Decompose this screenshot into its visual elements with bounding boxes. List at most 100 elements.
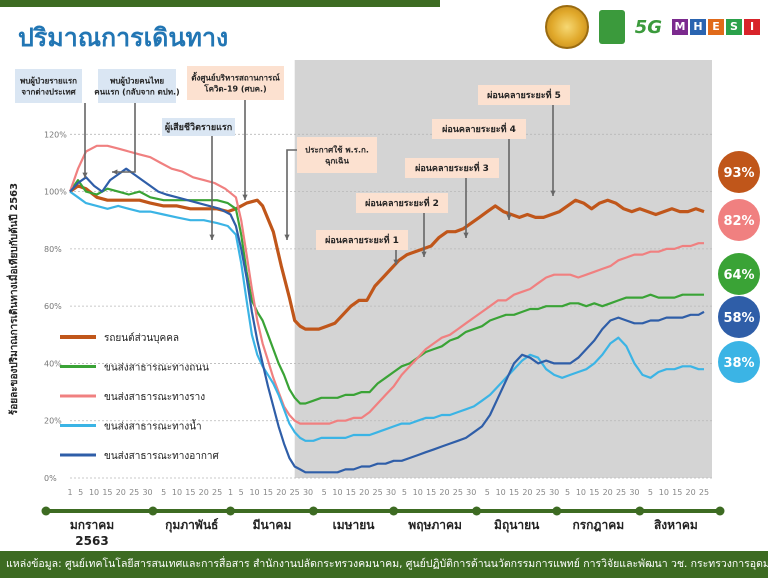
month-divider-dot bbox=[635, 506, 645, 516]
event-callout-text: โควิด-19 (ศบค.) bbox=[203, 84, 266, 94]
x-tick-label: 20 bbox=[686, 488, 696, 497]
x-tick-label: 5 bbox=[78, 488, 83, 497]
month-label: มีนาคม bbox=[253, 518, 292, 532]
series-line bbox=[68, 144, 704, 425]
x-tick-label: 15 bbox=[263, 488, 273, 497]
month-divider-dot bbox=[389, 506, 399, 516]
x-tick-label: 1 bbox=[67, 488, 72, 497]
event-arrow-head bbox=[393, 259, 399, 265]
event-callout-text: ฉุกเฉิน bbox=[325, 157, 349, 167]
x-tick-label: 25 bbox=[453, 488, 463, 497]
event-callout-text: ผู้เสียชีวิตรายแรก bbox=[165, 122, 232, 133]
y-tick-label: 100% bbox=[44, 188, 67, 197]
x-tick-label: 15 bbox=[589, 488, 599, 497]
event-callout-text: ผ่อนคลายระยะที่ 3 bbox=[415, 161, 489, 174]
series-line bbox=[69, 184, 705, 331]
x-tick-label: 20 bbox=[276, 488, 286, 497]
event-callout-box bbox=[478, 85, 570, 105]
event-arrow-head bbox=[112, 169, 118, 175]
y-tick-label: 0% bbox=[44, 474, 57, 483]
legend-label: ขนส่งสาธารณะทางน้ำ bbox=[104, 419, 202, 433]
x-tick-label: 30 bbox=[303, 488, 313, 497]
event-arrow-head bbox=[550, 190, 556, 196]
x-tick-label: 30 bbox=[466, 488, 476, 497]
y-tick-label: 60% bbox=[44, 302, 62, 311]
x-tick-label: 15 bbox=[509, 488, 519, 497]
event-arrow-head bbox=[284, 234, 290, 240]
x-tick-label: 25 bbox=[699, 488, 709, 497]
month-label: พฤษภาคม bbox=[408, 518, 462, 532]
x-tick-label: 30 bbox=[629, 488, 639, 497]
x-tick-label: 15 bbox=[672, 488, 682, 497]
month-divider-dot bbox=[41, 506, 51, 516]
x-tick-label: 5 bbox=[565, 488, 570, 497]
legend-label: ขนส่งสาธารณะทางราง bbox=[104, 392, 205, 403]
end-value-label: 93% bbox=[723, 166, 754, 181]
end-value-label: 38% bbox=[723, 356, 754, 371]
x-tick-label: 10 bbox=[496, 488, 506, 497]
event-arrow-head bbox=[463, 232, 469, 238]
y-tick-label: 80% bbox=[44, 245, 62, 254]
x-tick-label: 5 bbox=[161, 488, 166, 497]
event-arrow bbox=[286, 149, 297, 240]
month-divider-dot bbox=[148, 506, 158, 516]
end-value-label: 64% bbox=[723, 268, 754, 283]
legend-label: รถยนต์ส่วนบุคคล bbox=[104, 332, 179, 344]
event-callout-text: ผ่อนคลายระยะที่ 5 bbox=[487, 88, 561, 101]
logo-strip: 5G M H E S I bbox=[544, 5, 760, 49]
x-tick-label: 30 bbox=[386, 488, 396, 497]
month-divider-dot bbox=[308, 506, 318, 516]
x-tick-label: 10 bbox=[659, 488, 669, 497]
x-tick-label: 25 bbox=[616, 488, 626, 497]
month-label: สิงหาคม bbox=[654, 518, 698, 532]
month-label: เมษายน bbox=[333, 518, 376, 532]
x-tick-label: 15 bbox=[426, 488, 436, 497]
event-callout-text: ตั้งศูนย์บริหารสถานการณ์ bbox=[191, 72, 280, 84]
event-callout-box bbox=[297, 137, 377, 173]
year-label: 2563 bbox=[75, 534, 108, 548]
x-tick-label: 5 bbox=[322, 488, 327, 497]
page-title: ปริมาณการเดินทาง bbox=[18, 23, 229, 52]
event-callout-text: ผ่อนคลายระยะที่ 4 bbox=[442, 122, 516, 135]
event-callout-text: พบผู้ป่วยคนไทย bbox=[110, 76, 164, 87]
nrct-logo bbox=[598, 10, 625, 44]
x-tick-label: 5 bbox=[648, 488, 653, 497]
five-g-logo: 5G bbox=[634, 16, 662, 38]
series-line bbox=[69, 190, 704, 442]
x-tick-label: 10 bbox=[332, 488, 342, 497]
x-tick-label: 1 bbox=[228, 488, 233, 497]
event-callout-box bbox=[356, 193, 448, 213]
end-value-badge bbox=[718, 151, 760, 193]
x-tick-label: 20 bbox=[199, 488, 209, 497]
x-tick-label: 25 bbox=[373, 488, 383, 497]
event-arrow-head bbox=[82, 172, 88, 178]
x-tick-label: 25 bbox=[129, 488, 139, 497]
x-tick-label: 30 bbox=[549, 488, 559, 497]
month-label: มกราคม bbox=[70, 518, 114, 532]
x-tick-label: 5 bbox=[402, 488, 407, 497]
university-seal-logo bbox=[544, 5, 589, 49]
event-callout-box bbox=[187, 66, 284, 100]
mhesi-logo: M H E S I bbox=[672, 19, 760, 35]
event-callout-text: ผ่อนคลายระยะที่ 2 bbox=[365, 196, 439, 209]
event-callout-text: ผ่อนคลายระยะที่ 1 bbox=[325, 233, 399, 246]
y-tick-label: 120% bbox=[44, 130, 67, 139]
x-tick-label: 10 bbox=[172, 488, 182, 497]
x-tick-label: 20 bbox=[359, 488, 369, 497]
x-tick-label: 5 bbox=[239, 488, 244, 497]
top-accent-bar bbox=[0, 0, 440, 7]
mhesi-letter: I bbox=[744, 19, 760, 35]
end-value-badge bbox=[718, 253, 760, 295]
end-value-badge bbox=[718, 341, 760, 383]
mhesi-letter: E bbox=[708, 19, 724, 35]
x-tick-label: 15 bbox=[102, 488, 112, 497]
y-axis-label: ร้อยละของปริมาณการเดินทางเมื่อเทียบกับต้… bbox=[6, 183, 20, 415]
event-callout-box bbox=[316, 230, 408, 250]
legend-label: ขนส่งสาธารณะทางอากาศ bbox=[104, 451, 219, 462]
x-tick-label: 20 bbox=[116, 488, 126, 497]
month-divider-dot bbox=[552, 506, 562, 516]
event-callout-text: ประกาศใช้ พ.ร.ก. bbox=[305, 145, 369, 155]
x-tick-label: 20 bbox=[603, 488, 613, 497]
mhesi-letter: S bbox=[726, 19, 742, 35]
series-line bbox=[69, 167, 705, 474]
